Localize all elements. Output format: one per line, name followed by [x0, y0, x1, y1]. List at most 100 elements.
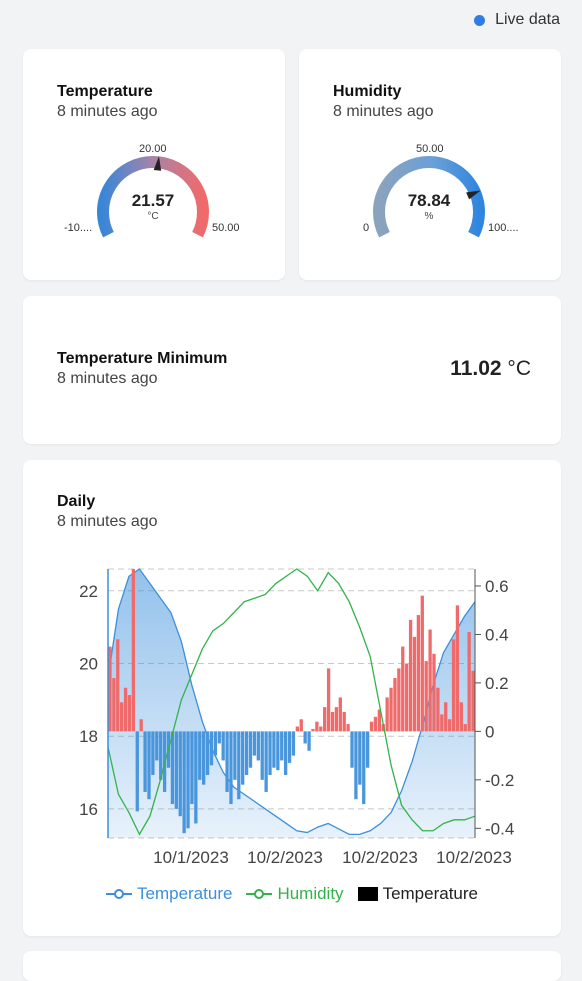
temperature-bar	[420, 595, 424, 732]
card-title: Temperature	[57, 83, 153, 100]
humidity-card[interactable]: Humidity 8 minutes ago 78.84 % 0 100....…	[299, 49, 561, 280]
humidity-gauge-arc	[373, 156, 485, 238]
temperature-bar	[151, 731, 155, 775]
temperature-bar	[432, 653, 436, 732]
temperature-bar	[467, 632, 471, 732]
temperature-bar	[244, 731, 249, 775]
temperature-card[interactable]: Temperature 8 minutes ago 21.57 °C -10..…	[23, 49, 285, 280]
temperature-bar	[237, 731, 241, 800]
temperature-gauge-arc	[97, 156, 209, 238]
temperature-bar	[147, 731, 151, 800]
gauge-max-label: 100....	[488, 222, 519, 234]
legend-label: Temperature	[382, 884, 478, 903]
temperature-bar	[291, 731, 296, 756]
y-left-tick-label: 18	[79, 727, 98, 746]
temperature-bar	[280, 731, 284, 761]
temperature-bar	[319, 726, 323, 732]
temperature-bar	[131, 569, 136, 732]
legend-item-temperature-bars[interactable]: Temperature	[357, 884, 478, 904]
gauge-min-label: -10....	[64, 222, 93, 234]
temperature-bar	[116, 639, 120, 732]
temperature-bar	[198, 731, 202, 780]
legend-item-humidity[interactable]: Humidity	[246, 884, 344, 904]
temperature-bar	[303, 731, 307, 744]
humidity-value: 78.84	[407, 191, 451, 210]
temperature-bar	[159, 731, 163, 780]
temperature-bar	[123, 687, 128, 732]
gauge-mid-label: 20.00	[139, 143, 167, 155]
temperature-bar	[424, 661, 428, 732]
card-title: Temperature Minimum	[57, 350, 228, 367]
temperature-bar	[354, 731, 358, 800]
temperature-bar	[178, 731, 182, 817]
minimum-unit: °C	[507, 357, 531, 380]
temperature-line	[107, 568, 476, 836]
humidity-gauge: 78.84 %	[364, 149, 494, 239]
temperature-gauge: 21.57 °C	[88, 149, 218, 239]
temperature-minimum-card[interactable]: Temperature Minimum 8 minutes ago 11.02 …	[23, 296, 561, 444]
temperature-bar	[225, 731, 229, 792]
temperature-bar	[268, 731, 272, 775]
y-right-tick-label: 0.2	[485, 674, 509, 693]
daily-chart-card[interactable]: Daily 8 minutes ago 16 18 20 22 -0.4 -0.2 0 0.2…	[23, 460, 561, 936]
x-tick-label: 10/1/2023	[153, 848, 229, 867]
temperature-bar	[260, 731, 264, 780]
temperature-bar	[272, 731, 276, 768]
card-timestamp: 8 minutes ago	[57, 103, 158, 120]
humidity-legend-icon	[246, 889, 273, 899]
temperature-bar	[330, 711, 335, 732]
temperature-bar	[393, 678, 397, 732]
y-right-tick-label: 0	[485, 722, 494, 741]
temperature-bar	[194, 731, 198, 824]
temperature-bar	[323, 707, 327, 732]
minimum-number: 11.02	[450, 357, 502, 380]
live-dot-icon	[474, 14, 486, 26]
gauge-min-label: 0	[363, 222, 370, 234]
temperature-bar	[174, 731, 178, 809]
temperature-bar	[139, 719, 143, 732]
temperature-bar	[299, 719, 303, 732]
temperature-bar	[362, 731, 366, 805]
temperature-bar	[264, 731, 268, 792]
temperature-bar	[350, 731, 354, 768]
temperature-bar	[202, 731, 206, 785]
temperature-bar	[397, 668, 401, 732]
temperature-bar	[326, 668, 331, 732]
temperature-bar	[209, 731, 214, 766]
humidity-unit: %	[424, 211, 434, 222]
temperature-bar	[112, 678, 116, 732]
gauge-mid-label: 50.00	[416, 143, 444, 155]
temperature-bar	[373, 716, 378, 732]
chart-legend: Temperature Humidity Temperature	[23, 884, 561, 904]
minimum-value: 11.02 °C	[450, 357, 531, 381]
temperature-bar	[444, 702, 448, 732]
temperature-bar	[358, 731, 362, 785]
live-data-label: Live data	[495, 11, 560, 28]
temperature-bar	[315, 721, 319, 732]
temperature-bar	[346, 724, 350, 732]
temperature-bar	[307, 731, 311, 751]
temperature-bar	[213, 731, 218, 756]
temperature-legend-icon	[106, 889, 132, 899]
card-title: Daily	[57, 493, 96, 510]
temperature-bar	[229, 731, 233, 805]
card-title: Humidity	[333, 83, 402, 100]
temperature-bar	[369, 721, 374, 732]
temperature-bar	[256, 731, 260, 761]
temperature-bar	[120, 702, 124, 732]
legend-label: Humidity	[277, 884, 344, 903]
temperature-unit: °C	[147, 211, 159, 222]
daily-chart: 16 18 20 22 -0.4 -0.2 0 0.2 0.4 0.6 10/1/2023 10/2/…	[79, 568, 514, 867]
temperature-bar	[471, 670, 475, 732]
temperature-bar	[155, 731, 159, 761]
temperature-bar	[252, 731, 257, 756]
live-data-indicator: Live data	[474, 11, 560, 29]
temperature-bar	[311, 728, 315, 732]
y-right-tick-label: 0.6	[485, 577, 509, 596]
legend-item-temperature[interactable]: Temperature	[106, 884, 232, 904]
gauge-max-label: 50.00	[212, 222, 240, 234]
humidity-line	[107, 568, 476, 836]
temperature-bar	[463, 724, 467, 732]
temperature-bar	[276, 731, 280, 771]
temperature-bar	[283, 731, 288, 775]
